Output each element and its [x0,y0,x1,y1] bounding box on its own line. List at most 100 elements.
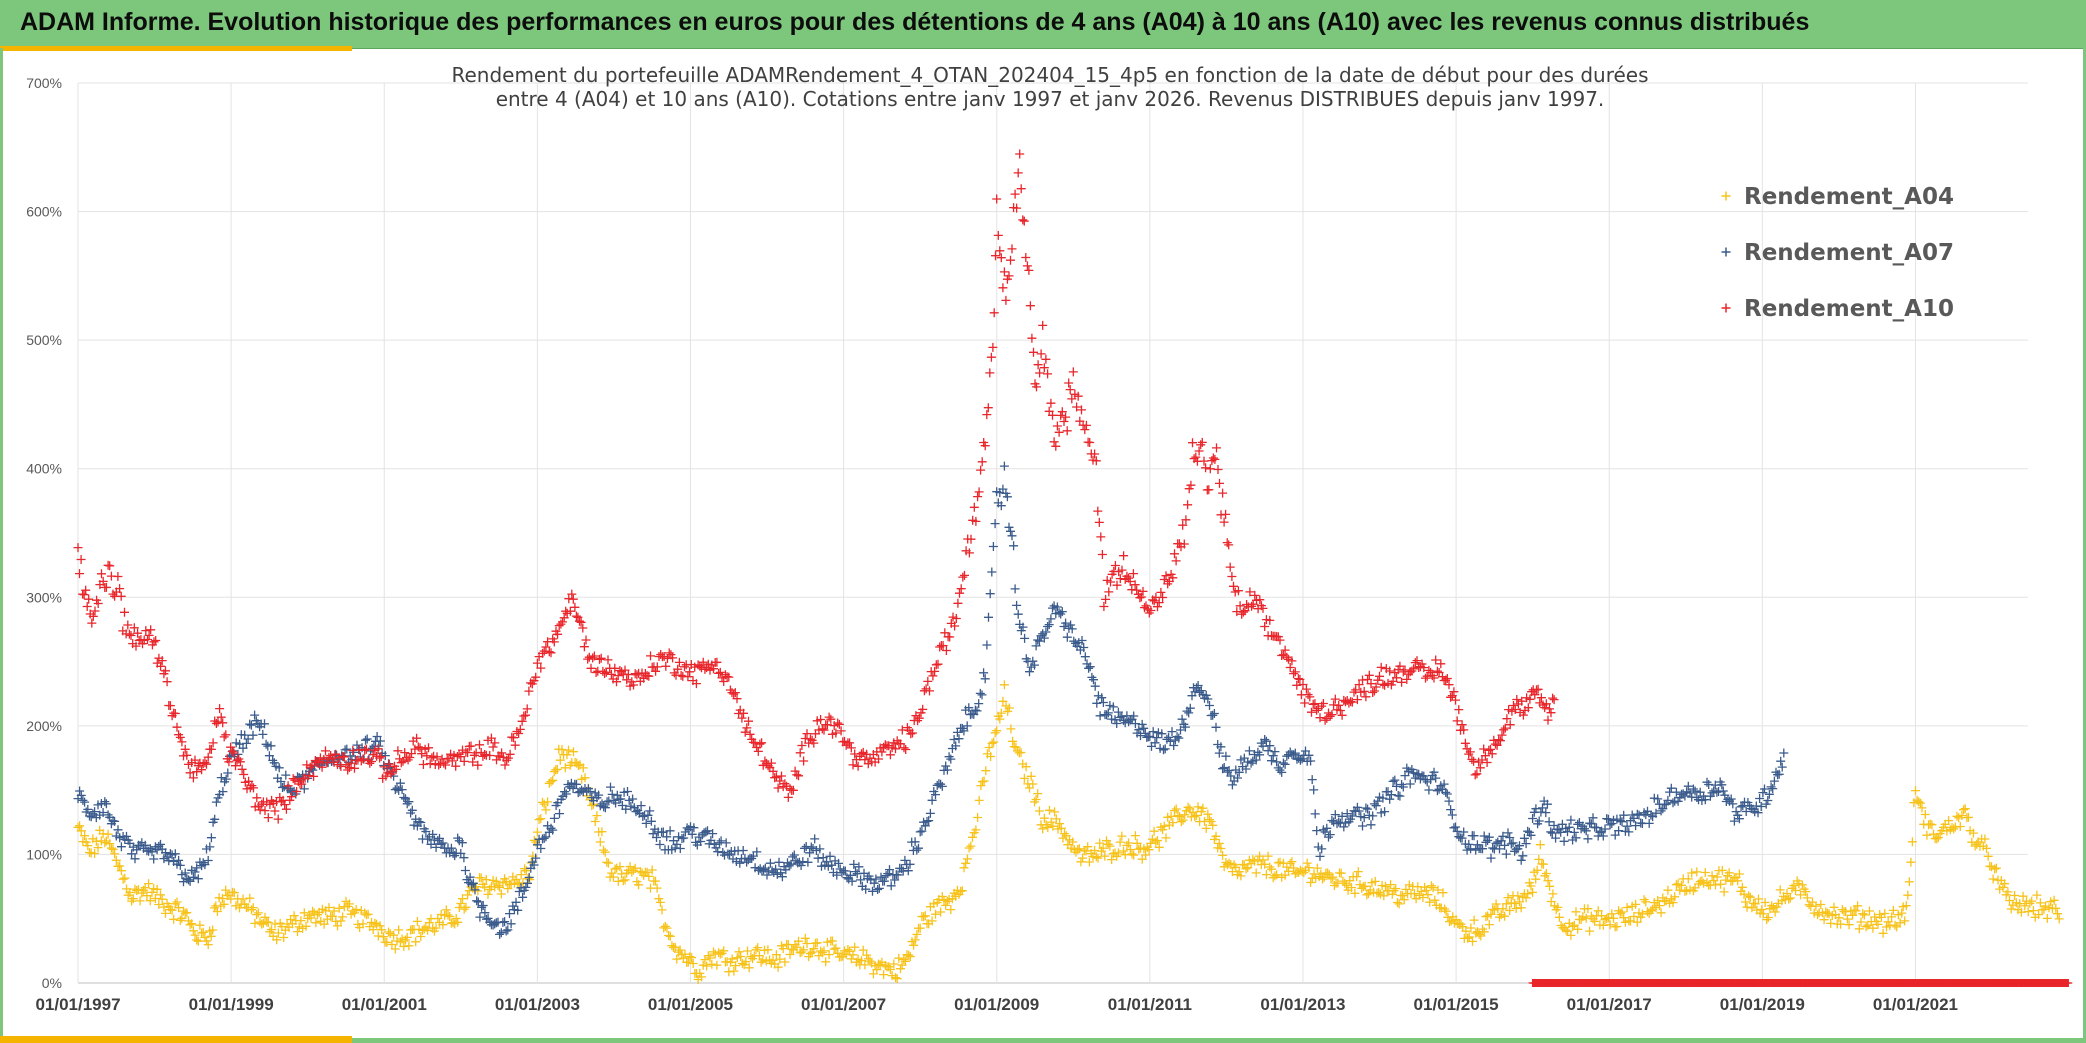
data-point [177,737,187,747]
data-point [260,806,270,816]
data-point [1784,894,1794,904]
data-point [517,716,527,726]
data-point [338,912,348,922]
data-point [555,809,564,819]
data-point [1361,803,1371,813]
data-point [1251,868,1261,878]
data-point [1013,609,1023,619]
data-point [111,855,121,865]
data-point [1221,509,1231,519]
data-point [599,802,609,812]
data-point [856,875,866,885]
data-point [100,838,110,848]
data-point [1318,874,1327,884]
data-point [989,308,999,318]
data-point [990,728,1000,738]
data-point [1278,758,1288,768]
data-point [854,862,864,872]
data-point [83,841,93,851]
data-point [905,952,915,962]
data-point [208,738,218,748]
data-point [1174,733,1184,743]
data-point [1451,695,1460,705]
data-point [321,746,330,756]
y-tick-label: 500% [26,332,62,348]
data-point [394,925,404,935]
data-point [1354,680,1364,690]
data-point [755,739,765,749]
data-point [250,918,260,928]
data-point [402,799,412,809]
data-point [1117,565,1127,575]
data-point [1265,741,1275,751]
data-point [414,817,424,827]
data-point [1895,918,1905,928]
data-point [1566,815,1576,825]
data-point [594,790,604,800]
data-point [1431,773,1441,783]
data-point [970,705,980,715]
data-point [819,725,829,735]
data-point [1631,821,1641,831]
data-point [373,744,383,754]
data-point [211,797,221,807]
data-point [1038,320,1048,330]
data-point [1734,814,1744,824]
data-point [1426,775,1436,785]
data-point [1351,685,1361,695]
data-point [361,735,370,745]
data-point [377,925,387,935]
data-point [700,664,710,674]
data-point [541,642,551,652]
data-point [1719,887,1729,897]
data-point [931,790,940,800]
data-point [1988,874,1998,884]
data-point [472,896,482,906]
data-point [352,740,362,750]
data-point [810,834,820,844]
data-point [1330,694,1340,704]
data-point [981,766,991,776]
data-point [1452,716,1462,726]
data-point [1531,804,1541,814]
data-point [794,936,803,946]
data-point [1226,771,1236,781]
data-point [1726,794,1736,804]
data-point [1013,168,1023,178]
data-point [1421,673,1430,683]
data-point [1626,916,1635,926]
data-point [384,927,393,937]
data-point [1368,688,1378,697]
data-point [1132,838,1142,848]
data-point [1330,810,1340,820]
data-point [1170,806,1179,816]
data-point [1008,736,1018,746]
data-point [1275,635,1285,645]
data-point [1729,816,1739,826]
data-point [1683,781,1693,791]
data-point [1432,786,1442,796]
data-point [402,932,412,942]
data-point [1106,577,1115,587]
data-point [252,910,262,920]
data-point [1280,759,1290,769]
data-point [652,662,662,672]
data-point [175,732,185,742]
data-point [488,742,498,752]
data-point [297,779,307,789]
data-point [933,659,943,669]
data-point [964,703,974,713]
data-point [1061,618,1071,628]
data-point [505,909,514,919]
data-point [982,640,992,650]
data-point [546,648,556,658]
data-point [834,858,843,868]
data-point [687,953,697,963]
data-point [152,884,162,894]
data-point [928,671,938,681]
data-point [1512,695,1522,704]
data-point [483,913,493,923]
data-point [147,887,157,897]
data-point [1491,838,1501,848]
data-point [2000,879,2010,889]
